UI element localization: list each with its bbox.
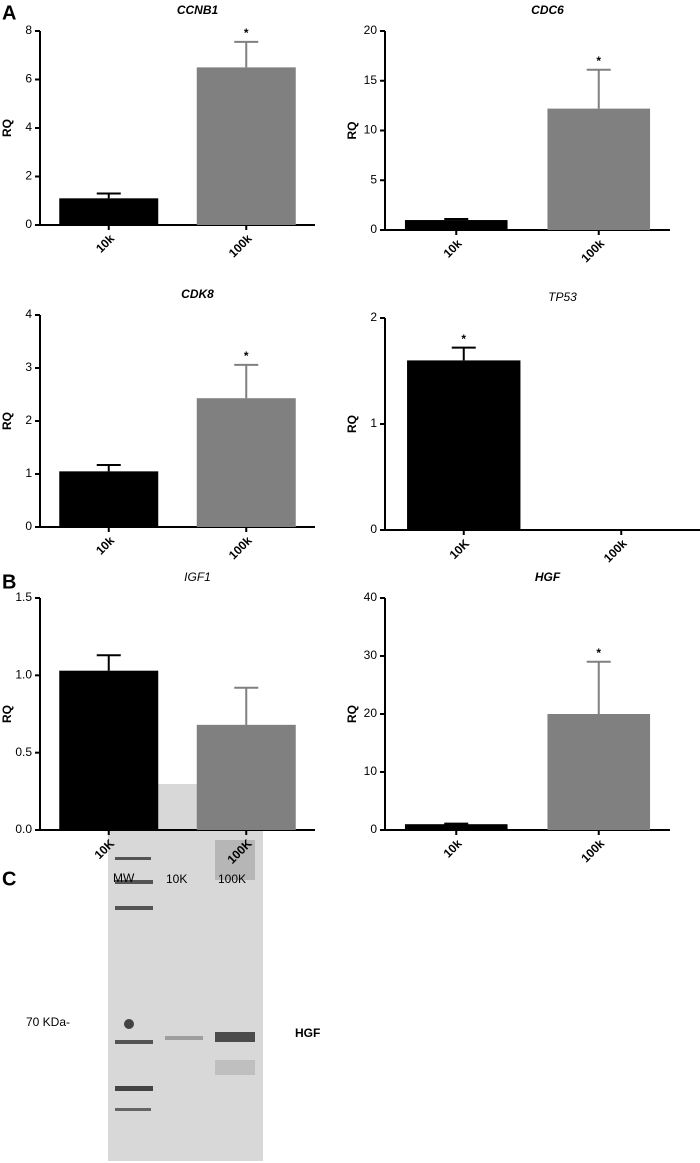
error-bar: [234, 40, 259, 68]
y-tick-label: 0.0: [15, 822, 32, 836]
y-tick-label: 1: [370, 416, 377, 430]
blot-bands: [115, 800, 255, 1111]
x-tick-label: 10k: [93, 231, 117, 255]
y-axis-label: RQ: [0, 412, 14, 430]
y-tick-label: 1: [25, 466, 32, 480]
western-blot: MW 10K 100K 70 KDa- HGF: [26, 784, 320, 1161]
y-axis-label: RQ: [345, 705, 359, 723]
y-tick-label: 15: [364, 73, 378, 87]
x-tick-label: 100k: [226, 533, 255, 562]
y-tick-label: 6: [25, 72, 32, 86]
y-tick-label: 2: [25, 413, 32, 427]
bar: [196, 724, 296, 830]
x-tick-label: 10K: [447, 536, 473, 562]
x-tick-label: 100k: [226, 231, 255, 260]
blot-membrane: [108, 784, 263, 1161]
y-tick-label: 0: [370, 522, 377, 536]
lane-label: 100K: [218, 872, 246, 886]
bar: [547, 714, 651, 830]
y-tick-label: 30: [364, 648, 378, 662]
bar: [59, 471, 159, 527]
error-bar: [586, 660, 611, 714]
y-tick-label: 20: [364, 706, 378, 720]
chart-title: CDK8: [181, 287, 214, 301]
bar: [547, 108, 651, 230]
panel-label: B: [2, 571, 16, 593]
y-tick-label: 40: [364, 590, 378, 604]
error-bar: [234, 363, 259, 399]
x-tick-label: 100k: [601, 536, 630, 565]
y-axis-label: RQ: [0, 705, 14, 723]
chart-title: HGF: [535, 570, 561, 584]
y-tick-label: 0: [370, 822, 377, 836]
y-axis-label: RQ: [0, 119, 14, 137]
y-tick-label: 2: [370, 310, 377, 324]
significance-label: *: [461, 332, 466, 346]
y-tick-label: 4: [25, 307, 32, 321]
x-tick-label: 10k: [441, 236, 465, 260]
y-tick-label: 3: [25, 360, 32, 374]
error-bar: [586, 68, 611, 109]
y-tick-label: 1.5: [15, 590, 32, 604]
bar: [404, 220, 508, 230]
x-tick-label: 10k: [93, 533, 117, 557]
error-bar: [96, 192, 121, 199]
error-bar: [444, 822, 469, 825]
y-tick-label: 0: [25, 217, 32, 231]
y-tick-label: 2: [25, 169, 32, 183]
y-axis-label: RQ: [345, 122, 359, 140]
error-bar: [96, 463, 121, 472]
error-bar: [444, 218, 469, 221]
chart-title: TP53: [548, 290, 577, 304]
y-tick-label: 8: [25, 23, 32, 37]
error-bar: [96, 654, 121, 671]
bar: [59, 198, 159, 225]
y-axis-label: RQ: [345, 415, 359, 433]
y-tick-label: 0: [25, 519, 32, 533]
y-tick-label: 4: [25, 120, 32, 134]
chart-title: CDC6: [531, 3, 564, 17]
y-tick-label: 0: [370, 222, 377, 236]
x-tick-label: 10k: [441, 836, 465, 860]
chart-title: IGF1: [184, 570, 211, 584]
y-tick-label: 0.5: [15, 745, 32, 759]
chart-title: CCNB1: [177, 3, 219, 17]
y-tick-label: 5: [370, 172, 377, 186]
y-tick-label: 20: [364, 23, 378, 37]
significance-label: *: [244, 349, 249, 363]
error-bar: [234, 686, 259, 725]
y-tick-label: 10: [364, 123, 378, 137]
lane-label: MW: [113, 871, 135, 885]
y-tick-label: 1.0: [15, 668, 32, 682]
panel-label: C: [2, 868, 16, 890]
error-bar: [451, 346, 476, 361]
bar: [196, 67, 296, 225]
bar: [407, 360, 521, 530]
significance-label: *: [244, 26, 249, 40]
bar: [59, 670, 159, 830]
protein-label: HGF: [295, 1026, 320, 1040]
significance-label: *: [596, 54, 601, 68]
significance-label: *: [596, 646, 601, 660]
x-tick-label: 100k: [578, 236, 607, 265]
y-tick-label: 10: [364, 764, 378, 778]
bar: [404, 824, 508, 830]
x-tick-label: 100k: [578, 836, 607, 865]
bar: [196, 398, 296, 527]
size-marker: 70 KDa-: [26, 1015, 70, 1029]
lane-label: 10K: [166, 872, 187, 886]
panel-label: A: [2, 2, 16, 24]
